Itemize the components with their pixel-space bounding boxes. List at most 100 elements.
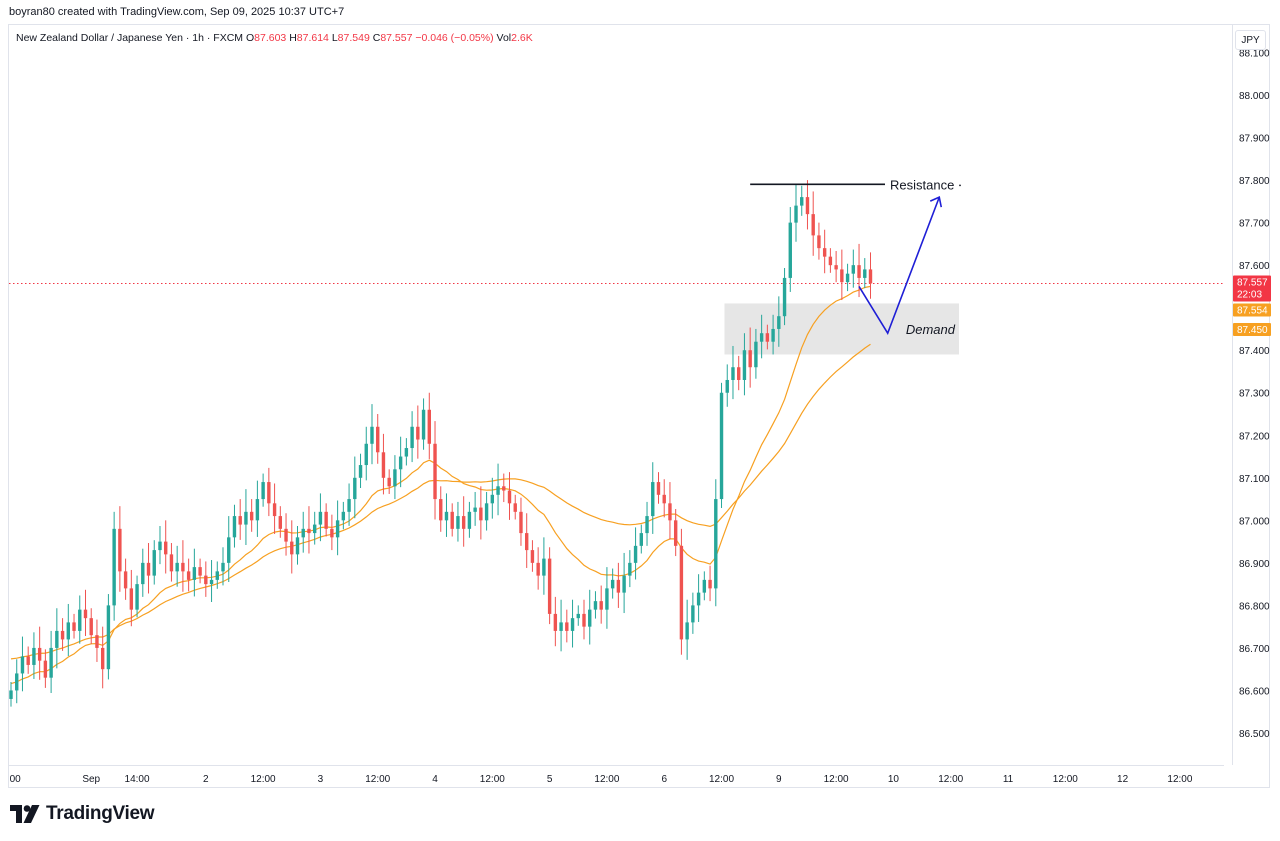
- candle-body: [788, 222, 792, 278]
- candle-body: [433, 443, 437, 500]
- time-tick-label: 14:00: [125, 774, 150, 785]
- candle-body: [559, 622, 563, 631]
- time-tick-label: 12:00: [824, 774, 849, 785]
- projection-arrowhead: [929, 195, 943, 208]
- candle-body: [198, 567, 202, 576]
- candle-body: [123, 571, 128, 589]
- candle-body: [811, 214, 815, 236]
- candle-body: [312, 524, 317, 534]
- candle-body: [868, 269, 873, 284]
- candle-body: [387, 477, 391, 487]
- candle-body: [186, 571, 191, 580]
- change-value: −0.046 (−0.05%): [415, 32, 494, 44]
- candle-body: [679, 545, 684, 640]
- candle-body: [204, 575, 208, 585]
- demand-zone: [724, 303, 959, 355]
- price-tick-label: 88.000: [1239, 91, 1270, 102]
- candle-body: [146, 562, 151, 576]
- candle-body: [673, 520, 678, 546]
- candle-body: [72, 622, 76, 631]
- candle-body: [777, 316, 781, 329]
- price-axis[interactable]: 86.500 86.600 86.700 86.800 86.900 87.000 87.1…: [1232, 25, 1271, 765]
- candle-body: [863, 269, 867, 278]
- candle-body: [525, 533, 529, 551]
- chart-frame[interactable]: Demand Resistance New Zealand Dollar / Ja…: [8, 24, 1271, 790]
- candle-body: [89, 618, 93, 636]
- candle-body: [588, 609, 592, 627]
- candle-body: [393, 469, 397, 487]
- candle-body: [702, 579, 707, 593]
- price-tick-label: 88.100: [1239, 49, 1270, 60]
- candle-body: [570, 618, 575, 631]
- candle-body: [484, 503, 489, 521]
- time-tick-label: 5: [547, 774, 553, 785]
- candle-body: [840, 269, 844, 283]
- candle-body: [9, 690, 13, 699]
- time-tick-label: 12: [1117, 774, 1129, 785]
- candle-body: [330, 528, 334, 538]
- candle-body: [232, 516, 237, 538]
- candle-body: [513, 503, 517, 512]
- candle-body: [307, 528, 311, 534]
- time-tick-label: 4: [432, 774, 438, 785]
- chart-credit: boyran80 created with TradingView.com, S…: [9, 6, 345, 18]
- time-tick-label: 12:00: [938, 774, 963, 785]
- candle-body: [708, 579, 712, 589]
- high-value: 87.614: [296, 32, 329, 44]
- price-axis-labels: 86.500 86.600 86.700 86.800 86.900 87.000 87.1…: [1233, 49, 1271, 740]
- time-tick-label: 9: [776, 774, 782, 785]
- candle-body: [639, 533, 643, 546]
- candle-body: [576, 613, 580, 619]
- low-label: L: [331, 32, 338, 44]
- candle-body: [782, 277, 787, 317]
- candle-body: [565, 622, 569, 631]
- currency-button[interactable]: JPY: [1235, 30, 1266, 50]
- symbol-name: New Zealand Dollar / Japanese Yen · 1h ·…: [16, 32, 244, 44]
- time-axis[interactable]: 2:00 Sep 14:00 2 12:00 3 12:00 4 12:00 5 12:00 6 12:…: [9, 765, 1224, 790]
- candle-body: [255, 499, 260, 521]
- candle-body: [605, 588, 609, 610]
- candle-body: [439, 499, 443, 521]
- time-tick-label: 12:00: [1167, 774, 1192, 785]
- candle-body: [685, 622, 689, 640]
- candle-body: [209, 579, 214, 585]
- candle-body: [479, 507, 483, 521]
- candle-body: [55, 630, 59, 648]
- candle-body: [794, 205, 798, 223]
- candle-body: [467, 511, 472, 529]
- candle-body: [227, 537, 231, 563]
- candle-body: [164, 541, 168, 555]
- candle-body: [817, 235, 821, 249]
- price-tick-label: 86.600: [1239, 686, 1270, 697]
- candle-body: [249, 511, 254, 521]
- candle-body: [530, 550, 535, 563]
- candle-body: [78, 609, 82, 631]
- candle-body: [507, 490, 512, 504]
- candle-body: [100, 647, 105, 670]
- candle-body: [49, 647, 53, 678]
- candles: [9, 180, 873, 707]
- candle-body: [290, 541, 294, 555]
- candle-body: [404, 448, 409, 457]
- candle-body: [719, 392, 724, 500]
- price-tick-label: 87.300: [1239, 389, 1270, 400]
- ma-fast-tag-text: 87.554: [1237, 305, 1268, 316]
- price-tick-label: 86.800: [1239, 601, 1270, 612]
- candle-body: [628, 562, 632, 576]
- candle-body: [416, 426, 420, 440]
- candle-body: [318, 511, 323, 525]
- candle-body: [244, 511, 248, 525]
- candle-body: [364, 443, 368, 466]
- projection-arrow: [858, 196, 941, 336]
- candle-body: [765, 333, 770, 342]
- price-tick-label: 87.900: [1239, 134, 1270, 145]
- time-tick-label: 6: [661, 774, 667, 785]
- candle-body: [215, 571, 219, 580]
- candle-body: [335, 520, 340, 538]
- candle-body: [158, 541, 162, 551]
- candle-body: [221, 562, 225, 572]
- candle-body: [502, 486, 506, 491]
- candle-body: [771, 328, 775, 342]
- price-chart[interactable]: Demand Resistance: [9, 25, 1224, 765]
- time-tick-label: 3: [318, 774, 324, 785]
